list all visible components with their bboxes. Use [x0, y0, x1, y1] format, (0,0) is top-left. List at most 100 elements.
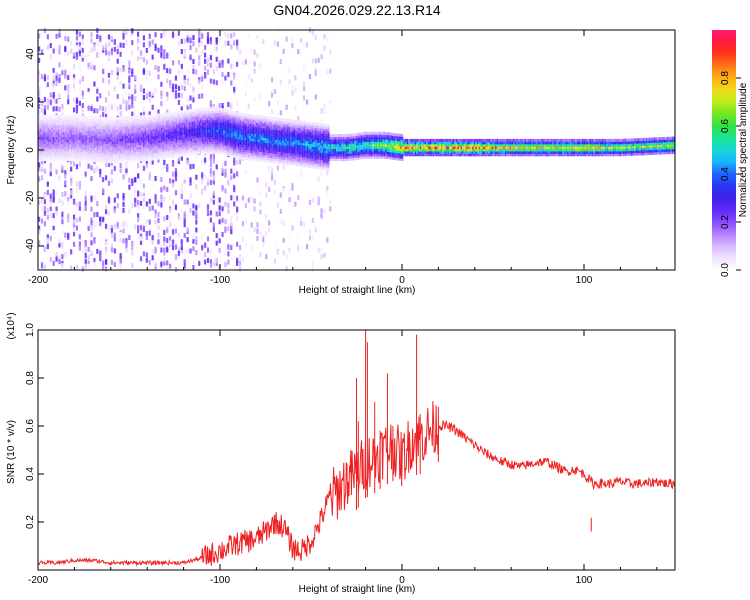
- spectrogram-ridge-cell: [46, 129, 48, 133]
- spectrogram-cell: [180, 249, 183, 255]
- spectrogram-ridge-cell: [139, 144, 142, 148]
- spectrogram-ridge-cell: [254, 133, 256, 137]
- spectrogram-ridge-cell: [70, 138, 73, 142]
- spectrogram-ridge-cell: [136, 144, 138, 148]
- spectrogram-ridge-cell: [183, 122, 186, 126]
- spectrogram-ridge-cell: [74, 129, 76, 133]
- spectrogram-ridge-cell: [95, 121, 97, 125]
- spectrogram-ridge-cell: [56, 146, 58, 150]
- spectrogram-ridge-cell: [75, 122, 78, 126]
- spectrogram-cell: [145, 47, 148, 53]
- spectrogram-cell: [113, 46, 116, 52]
- spectrogram-ridge-cell: [234, 147, 237, 151]
- spectrogram-ridge-cell: [283, 125, 286, 129]
- spectrogram-cell: [90, 217, 93, 223]
- spectrogram-ridge-cell: [275, 153, 278, 157]
- spectrogram-ridge-cell: [65, 126, 68, 130]
- spectrogram-ridge-cell: [177, 146, 179, 150]
- spectrogram-ridge-cell: [128, 116, 130, 120]
- spectrogram-cell: [81, 40, 84, 46]
- spectrogram-ridge-cell: [126, 135, 129, 139]
- spectrogram-ridge-cell: [144, 122, 147, 126]
- spectrogram-cell: [104, 246, 108, 252]
- spectrogram-ridge-cell: [218, 126, 220, 130]
- spectrogram-ridge-cell: [236, 116, 238, 120]
- spectrogram-cell: [233, 32, 236, 38]
- spectrogram-ridge-cell: [205, 148, 207, 152]
- spectrogram-ridge-cell: [188, 147, 191, 151]
- spectrogram-cell: [93, 212, 96, 218]
- spectrogram-cell: [142, 88, 146, 94]
- spectrogram-cell: [253, 61, 256, 67]
- spectrogram-cell: [250, 47, 253, 53]
- spectrogram-ridge-cell: [241, 120, 243, 124]
- spectrogram-cell: [177, 59, 180, 65]
- spectrogram-ridge-cell: [170, 140, 173, 144]
- spectrogram-ridge-cell: [85, 127, 88, 131]
- spectrogram-ridge-cell: [74, 134, 76, 138]
- spectrogram-cell: [177, 155, 180, 161]
- spectrogram-cell: [90, 64, 93, 70]
- spectrogram-ridge-cell: [291, 162, 294, 166]
- spectrogram-cell: [268, 220, 271, 226]
- spectrogram-ridge-cell: [232, 118, 235, 122]
- spectrogram-ridge-cell: [155, 123, 158, 127]
- spectrogram-ridge-cell: [183, 143, 186, 147]
- spectrogram-ridge-cell: [128, 135, 130, 139]
- spectrogram-ridge-cell: [200, 151, 202, 155]
- spectrogram-ridge-cell: [87, 158, 89, 162]
- spectrogram-ridge-cell: [309, 138, 312, 142]
- spectrogram-ridge-cell: [201, 136, 204, 140]
- spectrogram-ridge-cell: [164, 112, 166, 116]
- spectrogram-ridge-cell: [78, 122, 81, 126]
- spectrogram-ridge-cell: [216, 119, 219, 123]
- spectrogram-cell: [279, 192, 282, 198]
- spectrogram-ridge-cell: [82, 134, 84, 138]
- spectrogram-cell: [203, 52, 207, 58]
- spectrogram-ridge-cell: [93, 149, 96, 153]
- spectrogram-ridge-cell: [39, 134, 42, 138]
- spectrogram-ridge-cell: [260, 151, 263, 155]
- spectrogram-ridge-cell: [167, 155, 170, 159]
- spectrogram-ridge-cell: [303, 161, 305, 165]
- spectrogram-ridge-cell: [51, 119, 53, 123]
- spectrogram-ridge-cell: [159, 134, 161, 138]
- spectrogram-ridge-cell: [90, 118, 93, 122]
- spectrogram-ridge-cell: [59, 131, 61, 135]
- spectrogram-ridge-cell: [236, 128, 238, 132]
- spectrogram-cell: [137, 190, 140, 196]
- spectrogram-ridge-cell: [88, 156, 91, 160]
- spectrogram-ridge-cell: [114, 143, 117, 147]
- spectrogram-cell: [201, 245, 204, 251]
- spectrogram-ridge-cell: [191, 142, 194, 146]
- spectrogram-ridge-cell: [51, 117, 53, 121]
- spectrogram-cell: [268, 101, 271, 107]
- spectrogram-cell: [84, 252, 87, 258]
- spectrogram-cell: [183, 175, 186, 181]
- spectrogram-ridge-cell: [111, 155, 114, 159]
- spectrogram-ridge-cell: [119, 135, 122, 139]
- spectrogram-ridge-cell: [77, 131, 79, 135]
- spectrogram-ridge-cell: [280, 118, 283, 122]
- spectrogram-ridge-cell: [108, 141, 111, 145]
- spectrogram-ridge-cell: [232, 149, 235, 153]
- spectrogram-ridge-cell: [242, 122, 245, 126]
- spectrogram-cell: [55, 106, 58, 112]
- spectrogram-ridge-cell: [201, 122, 204, 126]
- spectrogram-ridge-cell: [193, 151, 196, 155]
- spectrogram-cell: [206, 236, 210, 242]
- spectrogram-ridge-cell: [306, 155, 309, 159]
- spectrogram-ridge-cell: [231, 120, 233, 124]
- spectrogram-cell: [180, 49, 183, 55]
- spectrogram-ridge-cell: [214, 117, 217, 121]
- spectrogram-ridge-cell: [255, 141, 258, 145]
- spectrogram-ridge-cell: [303, 157, 305, 161]
- spectrogram-ridge-cell: [250, 121, 253, 125]
- spectrogram-ridge-cell: [216, 131, 219, 135]
- spectrogram-cell: [218, 211, 221, 217]
- spectrogram-ridge-cell: [201, 129, 204, 133]
- spectrogram-ridge-cell: [237, 131, 240, 135]
- spectrogram-ridge-cell: [185, 148, 188, 152]
- spectrogram-ridge-cell: [241, 117, 243, 121]
- spectrogram-ridge-cell: [252, 114, 255, 118]
